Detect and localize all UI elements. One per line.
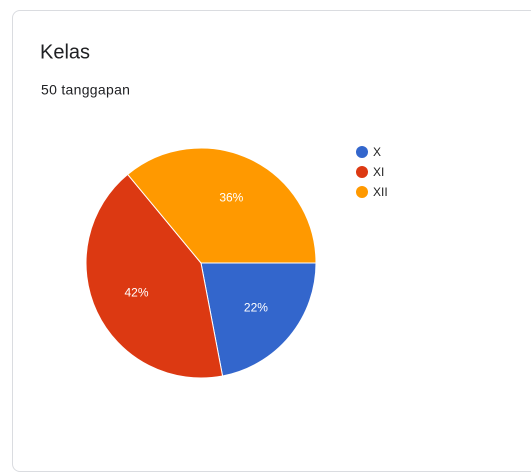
chart-subtitle: 50 tanggapan — [41, 82, 130, 98]
chart: Kelas 50 tanggapan 22% 42% 36% X XI XII — [40, 41, 388, 379]
chart-title: Kelas — [40, 41, 90, 63]
legend-marker — [356, 146, 368, 158]
legend-label: XI — [373, 165, 384, 179]
pie-slice — [200, 262, 317, 377]
legend-marker — [356, 166, 368, 178]
slice-label: 42% — [124, 286, 148, 300]
slice-label: 22% — [244, 301, 268, 315]
pie-slice — [126, 147, 317, 264]
pie-slice — [85, 173, 224, 379]
legend-label: XII — [373, 185, 388, 199]
legend-marker — [356, 186, 368, 198]
slice-label: 36% — [219, 191, 243, 205]
legend-label: X — [373, 145, 381, 159]
